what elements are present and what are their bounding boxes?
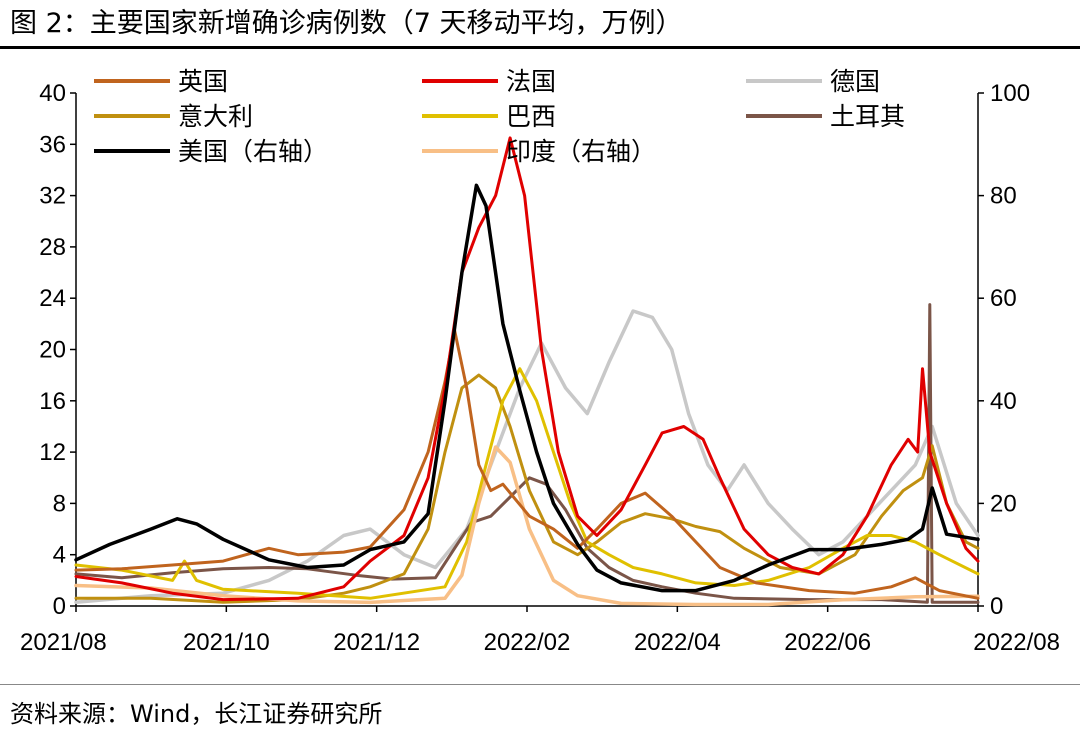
x-tick-label: 2021/12 — [333, 629, 420, 656]
series-line — [74, 445, 980, 607]
covid-cases-line-chart: 0 4 8 12 16 20 24 28 32 36 40 0 20 40 60 80 100 2021/08 20… — [20, 67, 1060, 656]
x-tick-label: 2021/08 — [20, 629, 107, 656]
legend-label: 德国 — [830, 67, 880, 96]
left-y-tick-label: 40 — [39, 80, 66, 107]
left-y-tick-label: 36 — [39, 131, 66, 158]
right-y-tick-label: 40 — [990, 388, 1017, 415]
left-y-tick-label: 0 — [53, 593, 66, 620]
left-y-tick-label: 4 — [53, 542, 66, 569]
chart-series-layer — [74, 136, 980, 607]
legend-label: 美国（右轴） — [178, 137, 328, 166]
x-tick-label: 2022/08 — [973, 629, 1060, 656]
right-y-tick-label: 20 — [990, 490, 1017, 517]
left-y-tick-label: 20 — [39, 337, 66, 364]
left-y-tick-label: 24 — [39, 285, 66, 312]
right-y-tick-label: 60 — [990, 285, 1017, 312]
x-tick-label: 2022/06 — [784, 629, 871, 656]
legend-label: 巴西 — [506, 102, 556, 131]
x-tick-label: 2021/10 — [183, 629, 270, 656]
series-line — [74, 373, 980, 604]
source-note: 资料来源：Wind，长江证券研究所 — [10, 700, 383, 728]
left-y-tick-label: 12 — [39, 439, 66, 466]
series-line — [74, 303, 980, 604]
right-y-tick-label: 100 — [990, 80, 1030, 107]
series-line — [74, 309, 980, 604]
legend-label: 印度（右轴） — [506, 137, 656, 166]
source-divider — [0, 684, 1080, 685]
x-tick-label: 2022/02 — [484, 629, 571, 656]
title-divider — [0, 46, 1080, 49]
legend-label: 土耳其 — [830, 102, 905, 131]
left-y-tick-label: 8 — [53, 490, 66, 517]
legend-label: 意大利 — [178, 102, 253, 131]
right-y-tick-label: 0 — [990, 593, 1003, 620]
left-y-tick-label: 32 — [39, 183, 66, 210]
x-tick-label: 2022/04 — [634, 629, 721, 656]
series-line — [74, 136, 980, 602]
series-line — [74, 328, 980, 600]
left-y-tick-label: 28 — [39, 234, 66, 261]
legend-label: 英国 — [178, 67, 228, 96]
chart-axes: 0 4 8 12 16 20 24 28 32 36 40 0 20 40 60 80 100 2021/08 20… — [20, 80, 1060, 656]
left-y-tick-label: 16 — [39, 388, 66, 415]
series-line — [74, 183, 980, 593]
right-y-tick-label: 80 — [990, 183, 1017, 210]
figure-title: 图 2：主要国家新增确诊病例数（7 天移动平均，万例） — [10, 8, 683, 39]
legend-label: 法国 — [506, 67, 556, 96]
